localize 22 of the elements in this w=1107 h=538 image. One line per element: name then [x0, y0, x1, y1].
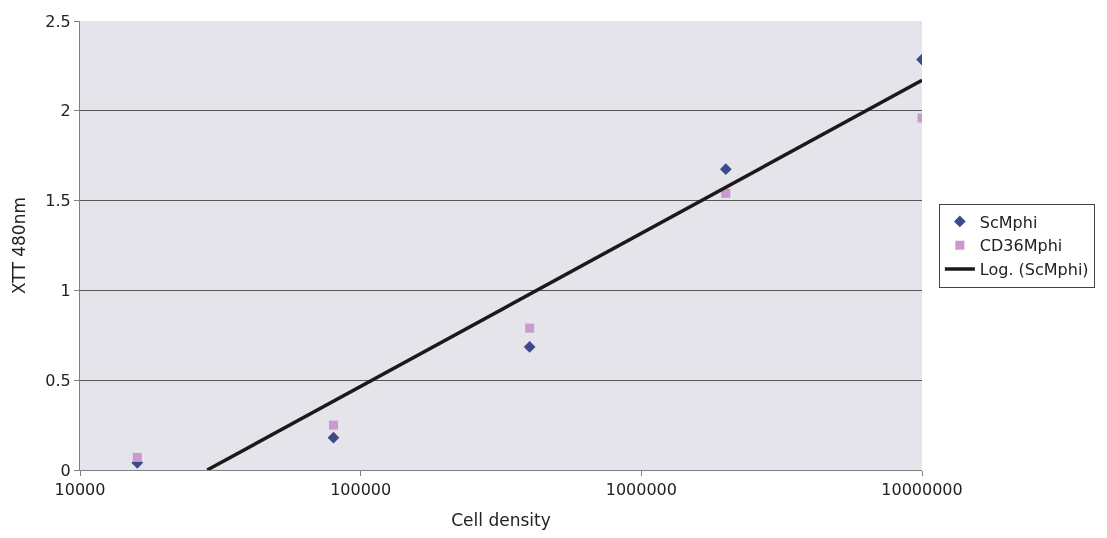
- x-tick-label: 10000000: [881, 480, 963, 500]
- y-axis-title: XTT 480nm: [8, 196, 29, 295]
- y-tick-label: 1: [60, 281, 71, 300]
- point: [327, 431, 340, 444]
- point: [721, 188, 731, 198]
- y-tick-label: 2.5: [45, 11, 71, 31]
- x-axis-title: Cell density: [451, 509, 551, 530]
- x-tick-label: 1000000: [605, 480, 677, 500]
- point: [132, 452, 142, 462]
- point: [328, 420, 338, 430]
- point: [523, 341, 536, 353]
- y-tick-label: 1.5: [45, 191, 71, 211]
- point: [525, 323, 535, 333]
- y-tick-label: 0.5: [45, 370, 71, 390]
- legend-label: CD36Mphi: [979, 236, 1063, 256]
- y-tick-label: 2: [60, 101, 71, 121]
- x-tick-label: 10000: [54, 480, 106, 500]
- legend-label: ScMphi: [979, 212, 1038, 232]
- legend-label: Log. (ScMphi): [979, 260, 1089, 280]
- y-tick-label: 0: [60, 460, 71, 480]
- x-tick-label: 100000: [330, 480, 392, 500]
- point: [719, 163, 732, 176]
